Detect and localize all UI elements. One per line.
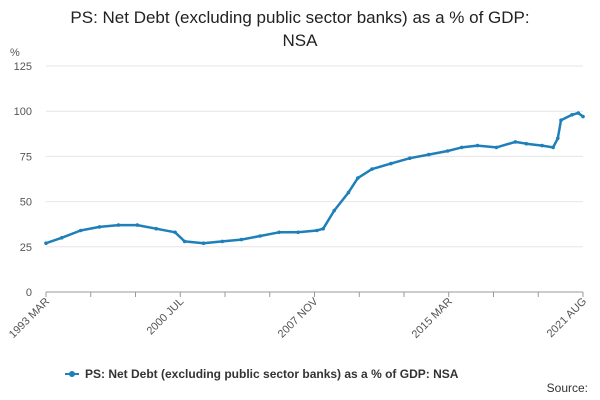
y-tick-label: 125 <box>14 61 32 73</box>
data-point <box>551 145 555 150</box>
data-point <box>78 228 83 233</box>
x-tick-label: 2007 NOV <box>276 295 321 340</box>
y-tick-label: 75 <box>20 151 32 163</box>
data-point <box>426 152 431 157</box>
data-point <box>356 176 360 180</box>
data-point <box>524 141 529 146</box>
data-point <box>576 111 581 115</box>
data-point <box>315 228 319 233</box>
data-point <box>346 190 351 195</box>
data-point <box>59 236 64 240</box>
x-tick-label: 2021 AUG <box>545 296 589 340</box>
x-tick-label: 2000 JUL <box>145 296 187 338</box>
data-point <box>556 136 560 141</box>
source-label: Source: <box>546 381 588 395</box>
data-point <box>370 167 374 171</box>
data-point <box>570 113 574 117</box>
legend-item-label: PS: Net Debt (excluding public sector ba… <box>85 367 459 381</box>
x-tick-label: 2015 MAR <box>410 296 455 341</box>
data-point <box>296 230 300 235</box>
y-tick-label: 25 <box>20 242 32 254</box>
data-point <box>494 145 499 150</box>
data-point <box>44 241 48 245</box>
data-point <box>182 239 187 244</box>
series-line <box>44 111 585 245</box>
data-point <box>445 149 450 153</box>
data-point <box>116 223 121 227</box>
data-point <box>258 234 263 238</box>
data-point <box>513 140 518 144</box>
data-point <box>540 143 544 148</box>
data-point <box>389 161 393 166</box>
data-point <box>408 156 412 160</box>
data-point <box>581 114 585 119</box>
chart-title-line-2: NSA <box>282 31 318 50</box>
data-point <box>277 230 281 235</box>
chart-title-line-1: PS: Net Debt (excluding public sector ba… <box>70 8 530 27</box>
y-tick-label: 100 <box>14 106 32 118</box>
y-axis-label: % <box>10 47 20 59</box>
gridlines <box>46 65 583 293</box>
chart-title: PS: Net Debt (excluding public sector ba… <box>0 6 600 52</box>
axes: 0 25 50 75 100 125% 1993 MAR 2000 JUL 2007 NOV 20… <box>7 47 589 341</box>
series-layer <box>44 111 585 245</box>
data-point <box>173 230 177 235</box>
data-point <box>135 223 140 227</box>
y-tick-label: 0 <box>26 287 32 299</box>
legend[interactable]: PS: Net Debt (excluding public sector ba… <box>65 367 459 381</box>
data-point <box>201 241 206 245</box>
data-point <box>459 145 464 150</box>
legend-marker-swatch <box>69 371 75 377</box>
data-point <box>321 226 326 231</box>
data-point <box>239 237 244 242</box>
x-tick-label: 1993 MAR <box>7 296 52 341</box>
data-point <box>154 226 158 231</box>
data-point <box>332 208 337 213</box>
data-point <box>220 239 225 244</box>
y-tick-label: 50 <box>20 197 32 209</box>
data-point <box>97 225 102 229</box>
data-point <box>475 143 480 148</box>
data-point <box>559 118 563 122</box>
